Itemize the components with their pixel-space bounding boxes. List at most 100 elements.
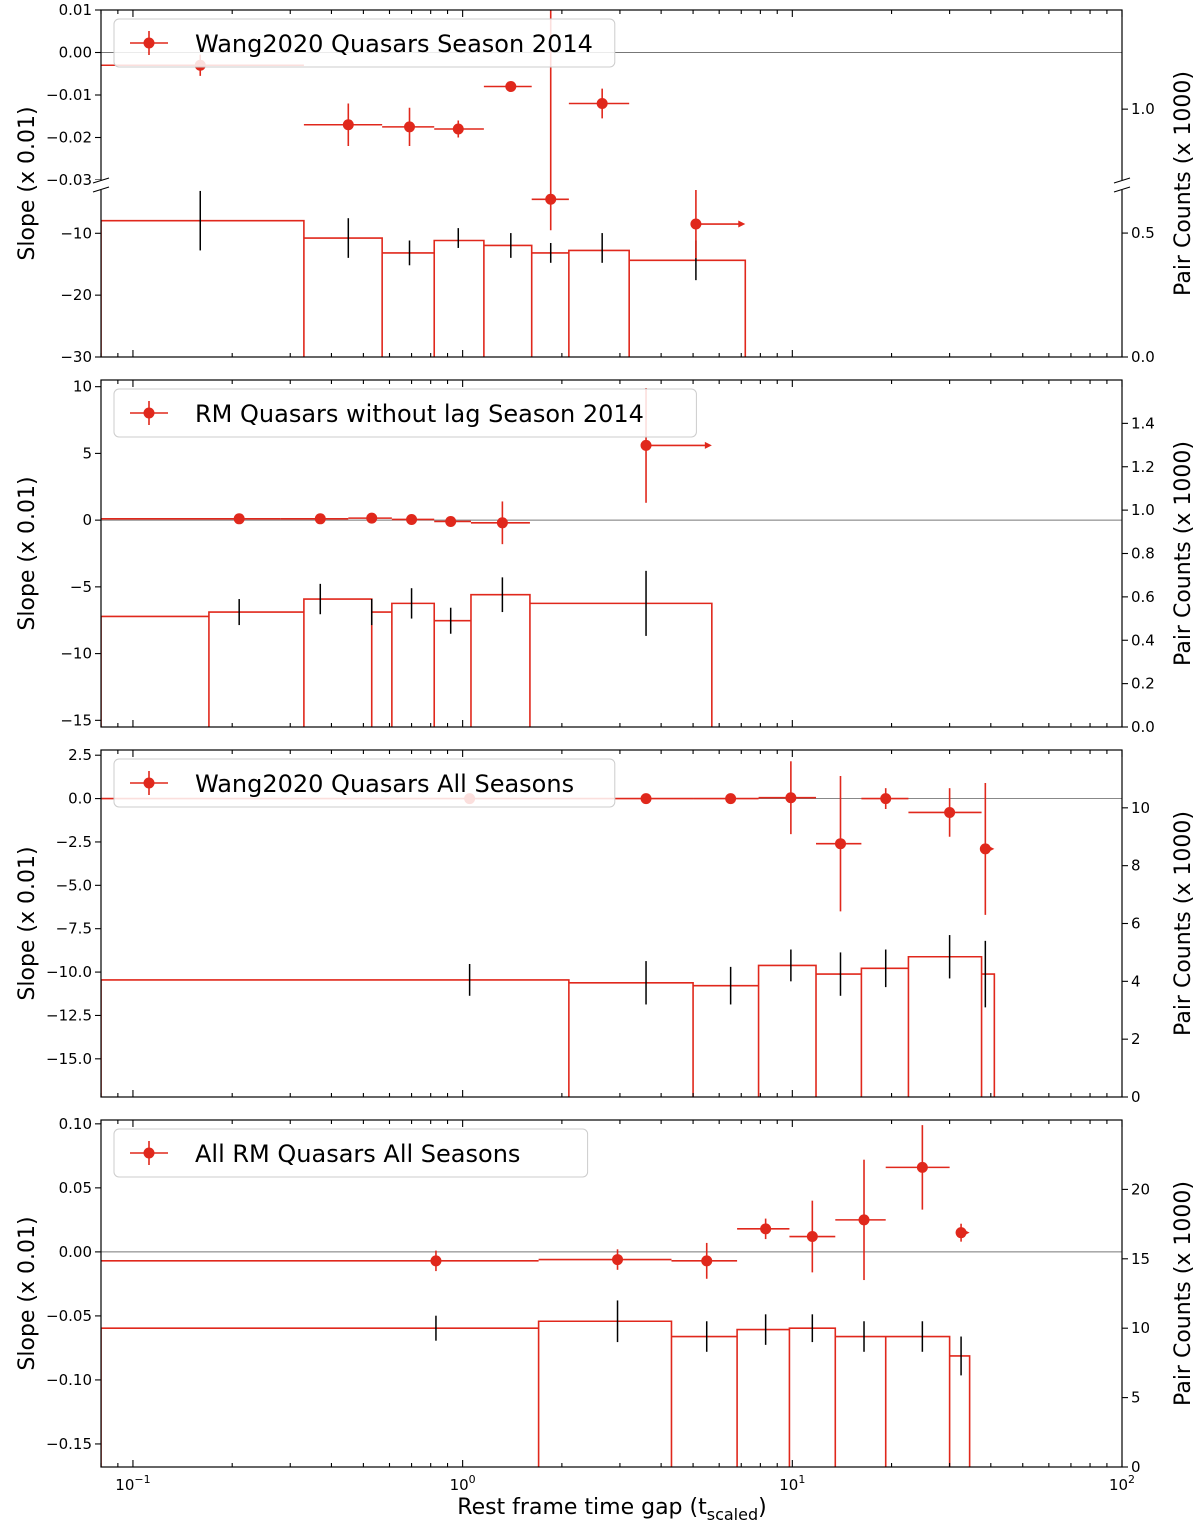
- right-y-tick-label: 0: [1131, 1458, 1141, 1476]
- right-y-tick-label: 0.0: [1131, 718, 1155, 736]
- slope-point: [445, 515, 457, 527]
- x-tick-label-base: 10: [1109, 1476, 1128, 1494]
- axis-break-mark: [92, 186, 110, 193]
- slope-point: [404, 121, 416, 133]
- right-y-tick-label: 10: [1131, 1319, 1150, 1337]
- panel-data: [101, 761, 1122, 1097]
- right-y-axis-label: Pair Counts (x 1000): [1171, 811, 1196, 1036]
- left-y-tick-label: 2.5: [68, 746, 92, 764]
- pair-count-histogram: [101, 955, 996, 1097]
- pair-count-histogram: [101, 219, 747, 357]
- legend-box: [113, 18, 616, 68]
- left-y-tick-label: −15: [60, 711, 92, 729]
- slope-point-arrow-head: [704, 441, 712, 449]
- panel-frame: [100, 1119, 1123, 1468]
- left-y-tick-label: −0.10: [46, 1371, 92, 1389]
- x-tick-label-exponent: 2: [1128, 1473, 1135, 1486]
- slope-point: [690, 218, 702, 230]
- slope-point: [612, 1254, 624, 1266]
- left-y-axis-label: Slope (x 0.01): [15, 1216, 40, 1370]
- left-y-tick-label: 0.0: [68, 790, 92, 808]
- left-y-tick-label: −0.05: [46, 1307, 92, 1325]
- right-y-tick-label: 1.0: [1131, 501, 1155, 519]
- x-tick-label-exponent: 0: [469, 1473, 476, 1486]
- legend-label: All RM Quasars All Seasons: [195, 1140, 520, 1168]
- slope-point: [760, 1223, 772, 1235]
- legend: Wang2020 Quasars All Seasons: [113, 758, 616, 808]
- panels: 0.010.00−0.01−0.02−0.03−10−20−30 0.00.51.…: [15, 1, 1196, 1476]
- left-y-tick-label: −7.5: [56, 920, 92, 938]
- left-y-tick-label: 5: [82, 444, 92, 462]
- slope-point: [640, 439, 652, 451]
- left-y-tick-label: −20: [60, 286, 92, 304]
- x-tick-label: 101: [779, 1473, 805, 1494]
- right-y-axis-label: Pair Counts (x 1000): [1171, 1181, 1196, 1406]
- panel-data: [101, 388, 1122, 727]
- x-axis-label: Rest frame time gap (tscaled): [457, 1495, 766, 1524]
- axis-break-mark: [1113, 186, 1131, 193]
- legend-box: [113, 758, 616, 808]
- slope-point: [701, 1255, 713, 1267]
- right-y-tick-label: 0: [1131, 1088, 1141, 1106]
- right-y-tick-label: 20: [1131, 1180, 1150, 1198]
- panel-3: 2.5 0.0 −2.5 −5.0 −7.5 −10.0 −12.5 −15.0 0 2 4 6 8 10…: [15, 746, 1196, 1106]
- legend: RM Quasars without lag Season 2014: [113, 388, 697, 438]
- right-y-tick-label: 0.6: [1131, 588, 1155, 606]
- x-axis-label-close: ): [758, 1495, 767, 1520]
- slope-point: [858, 1214, 870, 1226]
- legend-box: [113, 1128, 589, 1178]
- slope-point: [430, 1255, 442, 1267]
- right-y-tick-label: 6: [1131, 915, 1141, 933]
- legend-marker-dot: [143, 407, 155, 419]
- right-y-tick-label: 15: [1131, 1250, 1150, 1268]
- slope-point: [806, 1231, 818, 1243]
- left-y-tick-label: −15.0: [46, 1050, 92, 1068]
- left-y-tick-label: 0: [82, 511, 92, 529]
- right-y-tick-label: 0.8: [1131, 545, 1155, 563]
- left-y-axis-label: Slope (x 0.01): [15, 476, 40, 630]
- panel-1: 0.01 0.00 −0.01 −0.02 −0.03 −10 −20 −30 0.0 0.5 1.…: [15, 1, 1196, 366]
- right-y-tick-label: 2: [1131, 1030, 1141, 1048]
- left-y-tick-label: 0.10: [59, 1115, 92, 1133]
- slope-point: [505, 81, 517, 92]
- left-y-tick-label: 0.00: [59, 1243, 92, 1261]
- x-tick-label-exponent: −1: [134, 1473, 150, 1486]
- slope-point: [640, 793, 652, 805]
- right-y-tick-label: 1.4: [1131, 414, 1155, 432]
- right-y-tick-label: 0.4: [1131, 631, 1155, 649]
- left-y-tick-label: −2.5: [56, 833, 92, 851]
- slope-point: [944, 806, 956, 818]
- legend: Wang2020 Quasars Season 2014: [113, 18, 616, 68]
- right-y-tick-label: 8: [1131, 857, 1141, 875]
- legend-label: Wang2020 Quasars Season 2014: [195, 30, 593, 58]
- left-y-tick-label: 0.01: [59, 1, 92, 19]
- legend-box: [113, 388, 697, 438]
- x-tick-label-base: 10: [450, 1476, 469, 1494]
- right-y-axis-label: Pair Counts (x 1000): [1171, 71, 1196, 296]
- x-tick-label-exponent: 1: [798, 1473, 805, 1486]
- axis-break-mark: [1113, 177, 1131, 184]
- slope-point: [955, 1227, 967, 1239]
- left-y-tick-label: −5: [70, 578, 92, 596]
- x-tick-label-base: 10: [779, 1476, 798, 1494]
- slope-point: [233, 513, 245, 525]
- slope-point: [342, 119, 354, 131]
- left-y-tick-label: −0.01: [46, 86, 92, 104]
- left-y-tick-label: −0.03: [46, 171, 92, 189]
- right-y-tick-label: 5: [1131, 1389, 1141, 1407]
- right-y-tick-label: 0.2: [1131, 675, 1155, 693]
- right-y-tick-label: 10: [1131, 799, 1150, 817]
- panel-4: 0.10 0.05 0.00 −0.05 −0.10 −0.15 0 5 10 15 20 Slope…: [15, 1115, 1196, 1476]
- slope-point: [496, 517, 508, 529]
- left-y-tick-label: −5.0: [56, 876, 92, 894]
- pair-count-histogram: [101, 593, 713, 727]
- slope-point: [785, 792, 797, 804]
- left-y-tick-label: −10: [60, 224, 92, 242]
- right-y-tick-label: 0.5: [1131, 224, 1155, 242]
- legend: All RM Quasars All Seasons: [113, 1128, 589, 1178]
- slope-point: [545, 193, 557, 205]
- slope-point: [366, 512, 378, 524]
- x-tick-label-base: 10: [115, 1476, 134, 1494]
- x-tick-label: 100: [450, 1473, 476, 1494]
